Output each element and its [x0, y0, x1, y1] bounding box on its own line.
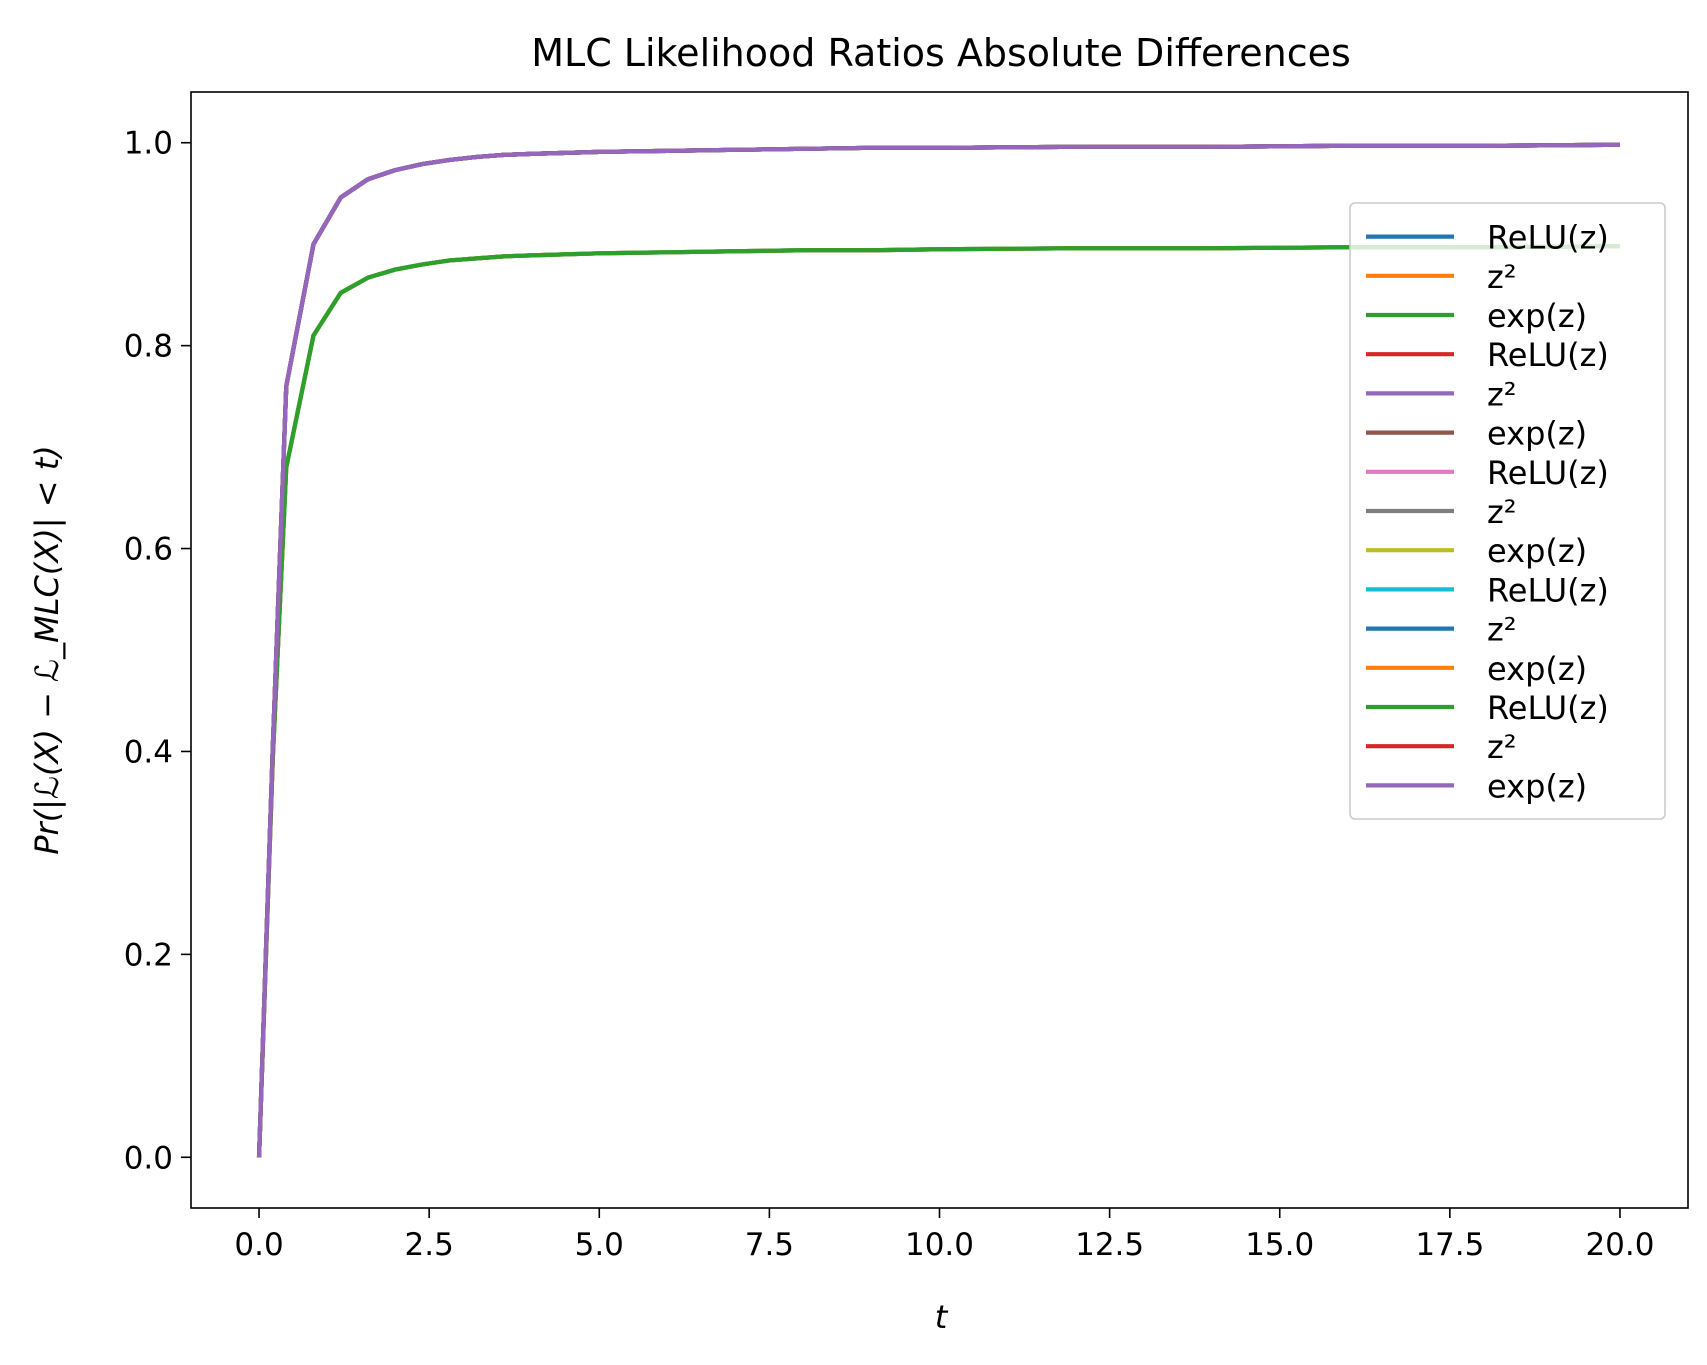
- legend-label-0: ReLU(z): [1487, 219, 1609, 257]
- legend-label-10: z²: [1487, 611, 1517, 649]
- x-tick-label-1: 2.5: [405, 1227, 454, 1263]
- x-tick-label-6: 15.0: [1245, 1227, 1314, 1263]
- y-tick-label-1: 0.2: [124, 937, 173, 973]
- legend-label-14: exp(z): [1487, 767, 1587, 805]
- legend-label-4: z²: [1487, 375, 1517, 413]
- y-axis-label: Pr(|ℒ(X) − ℒ_MLC(X)| < t): [28, 445, 66, 855]
- series-line-12: [256, 244, 1620, 1158]
- y-tick-label-2: 0.4: [124, 734, 173, 770]
- x-tick-label-7: 17.5: [1415, 1227, 1484, 1263]
- x-tick-label-0: 0.0: [234, 1227, 283, 1263]
- y-tick-label-4: 0.8: [124, 329, 173, 365]
- legend-label-12: ReLU(z): [1487, 689, 1609, 727]
- legend-label-5: exp(z): [1487, 415, 1587, 453]
- plot-area: [190, 91, 1689, 1209]
- series-line-14: [256, 142, 1620, 1158]
- legend-label-2: exp(z): [1487, 297, 1587, 335]
- y-tick-label-5: 1.0: [124, 126, 173, 162]
- chart-title: MLC Likelihood Ratios Absolute Differenc…: [531, 31, 1351, 75]
- x-axis-label: t: [935, 1298, 949, 1336]
- legend-label-11: exp(z): [1487, 650, 1587, 688]
- x-tick-label-2: 5.0: [575, 1227, 624, 1263]
- legend-label-13: z²: [1487, 728, 1517, 766]
- y-axis-ticks: 0.0 0.2 0.4 0.6 0.8 1.0: [124, 126, 191, 1176]
- x-tick-label-5: 12.5: [1075, 1227, 1144, 1263]
- legend-label-8: exp(z): [1487, 532, 1587, 570]
- x-tick-label-8: 20.0: [1585, 1227, 1654, 1263]
- legend-label-3: ReLU(z): [1487, 336, 1609, 374]
- x-tick-label-4: 10.0: [905, 1227, 974, 1263]
- x-axis-ticks: 0.0 2.5 5.0 7.5 10.0 12.5 15.0 17.5 20.0: [234, 1208, 1654, 1263]
- series-lines: [256, 142, 1620, 1158]
- legend-label-7: z²: [1487, 493, 1517, 531]
- y-tick-label-0: 0.0: [124, 1140, 173, 1176]
- legend-label-9: ReLU(z): [1487, 571, 1609, 609]
- y-tick-label-3: 0.6: [124, 532, 173, 568]
- legend-label-6: ReLU(z): [1487, 454, 1609, 492]
- legend-label-1: z²: [1487, 258, 1517, 296]
- legend-frame: [1349, 202, 1666, 820]
- legend: ReLU(z)z²exp(z)ReLU(z)z²exp(z)ReLU(z)z²e…: [1349, 202, 1666, 820]
- x-tick-label-3: 7.5: [745, 1227, 794, 1263]
